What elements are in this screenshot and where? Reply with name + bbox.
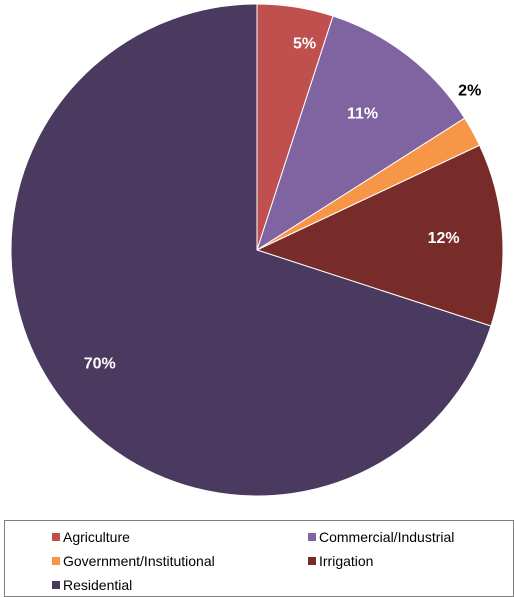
legend-item-residential: Residential	[52, 576, 132, 594]
legend-swatch	[52, 533, 60, 541]
legend-label: Residential	[63, 577, 133, 593]
slice-label-residential: 70%	[84, 356, 116, 373]
legend-item-government-institutional: Government/Institutional	[52, 552, 215, 570]
pie-slice-commercial-industrial	[256, 15, 466, 252]
legend-label: Irrigation	[319, 553, 374, 569]
legend-label: Commercial/Industrial	[319, 529, 455, 545]
slice-label-commercial-industrial: 11%	[347, 105, 378, 122]
legend-label: Government/Institutional	[63, 553, 215, 569]
legend-swatch	[52, 557, 60, 565]
pie-slice-irrigation	[255, 144, 504, 327]
legend-swatch	[52, 581, 60, 589]
pie-chart: 5% 11% 2% 12% 70%	[10, 3, 504, 497]
pie-slice-residential	[10, 3, 492, 497]
slice-label-irrigation: 12%	[428, 230, 460, 247]
legend-item-commercial-industrial: Commercial/Industrial	[308, 528, 454, 546]
legend-swatch	[308, 557, 316, 565]
slice-label-agriculture: 5%	[293, 35, 316, 52]
legend-label: Agriculture	[63, 529, 130, 545]
legend-item-irrigation: Irrigation	[308, 552, 373, 570]
legend-item-agriculture: Agriculture	[52, 528, 130, 546]
legend-swatch	[308, 533, 316, 541]
slice-label-government-institutional: 2%	[458, 82, 481, 99]
legend: Agriculture Commercial/Industrial Governme…	[4, 520, 514, 597]
